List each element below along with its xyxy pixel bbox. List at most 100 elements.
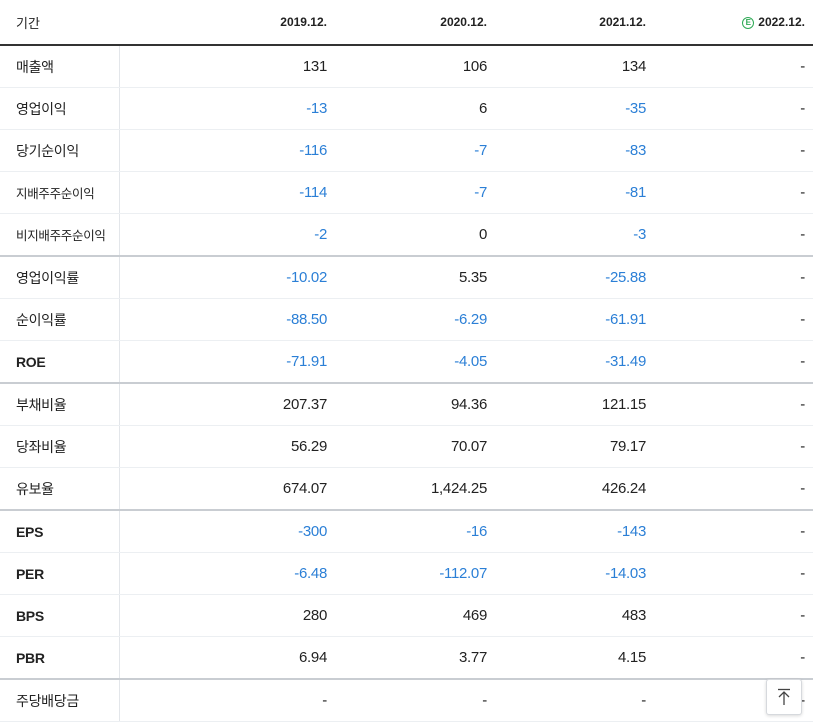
column-header-2021: 2021.12. bbox=[495, 0, 654, 46]
value-cell: - bbox=[654, 87, 813, 130]
value-cell: - bbox=[119, 678, 335, 722]
value-cell: - bbox=[654, 129, 813, 172]
table-row: 주당배당금 - - - - bbox=[0, 678, 813, 722]
value-cell: -13 bbox=[119, 87, 335, 130]
value-cell: -25.88 bbox=[495, 255, 654, 299]
value-cell: 6.94 bbox=[119, 636, 335, 680]
row-label: 부채비율 bbox=[0, 382, 120, 426]
value-cell: 0 bbox=[335, 213, 495, 257]
estimate-badge-icon: E bbox=[742, 17, 755, 29]
value-cell: - bbox=[654, 213, 813, 257]
row-label: 지배주주순이익 bbox=[0, 171, 120, 214]
value-cell: 134 bbox=[495, 45, 654, 88]
table-row: ROE -71.91 -4.05 -31.49- bbox=[0, 340, 813, 384]
row-label: BPS bbox=[0, 594, 120, 637]
row-label: 당좌비율 bbox=[0, 425, 120, 468]
value-cell: 70.07 bbox=[335, 425, 495, 468]
row-label: 비지배주주순이익 bbox=[0, 213, 120, 257]
value-cell: 674.07 bbox=[119, 467, 335, 511]
row-label: PER bbox=[0, 552, 120, 595]
value-cell: -116 bbox=[119, 129, 335, 172]
value-cell: - bbox=[495, 678, 654, 722]
table-body: 매출액 131 106 134- 영업이익 -13 6 -35- 당기순이익 -116 -7 -83-… bbox=[0, 45, 813, 722]
value-cell: -31.49 bbox=[495, 340, 654, 384]
table-row: 당좌비율 56.29 70.07 79.17- bbox=[0, 425, 813, 468]
table-row: BPS 280 469 483- bbox=[0, 594, 813, 637]
column-header-2020: 2020.12. bbox=[335, 0, 495, 46]
value-cell: - bbox=[654, 382, 813, 426]
value-cell: - bbox=[654, 509, 813, 553]
value-cell: 1,424.25 bbox=[335, 467, 495, 511]
row-label: EPS bbox=[0, 509, 120, 553]
value-cell: - bbox=[654, 552, 813, 595]
table-row: 비지배주주순이익 -2 0 -3- bbox=[0, 213, 813, 257]
value-cell: -112.07 bbox=[335, 552, 495, 595]
value-cell: -2 bbox=[119, 213, 335, 257]
value-cell: - bbox=[654, 255, 813, 299]
value-cell: -16 bbox=[335, 509, 495, 553]
value-cell: 131 bbox=[119, 45, 335, 88]
value-cell: 3.77 bbox=[335, 636, 495, 680]
value-cell: 94.36 bbox=[335, 382, 495, 426]
table-header-row: 기간 2019.12. 2020.12. 2021.12. E 2022.12. bbox=[0, 0, 813, 46]
value-cell: -3 bbox=[495, 213, 654, 257]
table-row: EPS -300 -16 -143- bbox=[0, 509, 813, 553]
period-header: 기간 bbox=[0, 0, 119, 46]
value-cell: -71.91 bbox=[119, 340, 335, 384]
value-cell: -10.02 bbox=[119, 255, 335, 299]
value-cell: 207.37 bbox=[119, 382, 335, 426]
value-cell: 5.35 bbox=[335, 255, 495, 299]
column-header-2022-label: 2022.12. bbox=[758, 15, 805, 29]
value-cell: - bbox=[654, 425, 813, 468]
row-label: 매출액 bbox=[0, 45, 120, 88]
row-label: 순이익률 bbox=[0, 298, 120, 341]
row-label: 영업이익 bbox=[0, 87, 120, 130]
value-cell: -143 bbox=[495, 509, 654, 553]
value-cell: 469 bbox=[335, 594, 495, 637]
value-cell: -7 bbox=[335, 129, 495, 172]
value-cell: - bbox=[654, 467, 813, 511]
value-cell: 280 bbox=[119, 594, 335, 637]
table-row: 영업이익률 -10.02 5.35 -25.88- bbox=[0, 255, 813, 299]
value-cell: - bbox=[654, 171, 813, 214]
value-cell: -14.03 bbox=[495, 552, 654, 595]
value-cell: -83 bbox=[495, 129, 654, 172]
value-cell: 4.15 bbox=[495, 636, 654, 680]
value-cell: -300 bbox=[119, 509, 335, 553]
value-cell: 6 bbox=[335, 87, 495, 130]
column-header-2019: 2019.12. bbox=[119, 0, 335, 46]
row-label: 영업이익률 bbox=[0, 255, 120, 299]
value-cell: -6.48 bbox=[119, 552, 335, 595]
value-cell: -88.50 bbox=[119, 298, 335, 341]
table-row: 당기순이익 -116 -7 -83- bbox=[0, 129, 813, 172]
table-row: 유보율 674.07 1,424.25 426.24- bbox=[0, 467, 813, 511]
table-row: PBR 6.94 3.77 4.15- bbox=[0, 636, 813, 680]
value-cell: 121.15 bbox=[495, 382, 654, 426]
value-cell: -6.29 bbox=[335, 298, 495, 341]
value-cell: - bbox=[654, 636, 813, 680]
table-row: 순이익률 -88.50 -6.29 -61.91- bbox=[0, 298, 813, 341]
table-row: 영업이익 -13 6 -35- bbox=[0, 87, 813, 130]
value-cell: -114 bbox=[119, 171, 335, 214]
value-cell: -35 bbox=[495, 87, 654, 130]
value-cell: - bbox=[335, 678, 495, 722]
row-label: 주당배당금 bbox=[0, 678, 120, 722]
scroll-to-top-button[interactable] bbox=[766, 679, 802, 715]
column-header-2022-estimate: E 2022.12. bbox=[654, 0, 813, 46]
row-label: PBR bbox=[0, 636, 120, 680]
value-cell: - bbox=[654, 340, 813, 384]
table-row: 매출액 131 106 134- bbox=[0, 45, 813, 88]
value-cell: 79.17 bbox=[495, 425, 654, 468]
value-cell: 106 bbox=[335, 45, 495, 88]
value-cell: -4.05 bbox=[335, 340, 495, 384]
row-label: 유보율 bbox=[0, 467, 120, 511]
value-cell: -81 bbox=[495, 171, 654, 214]
value-cell: - bbox=[654, 594, 813, 637]
value-cell: -61.91 bbox=[495, 298, 654, 341]
row-label: 당기순이익 bbox=[0, 129, 120, 172]
value-cell: - bbox=[654, 298, 813, 341]
value-cell: 56.29 bbox=[119, 425, 335, 468]
value-cell: -7 bbox=[335, 171, 495, 214]
value-cell: 426.24 bbox=[495, 467, 654, 511]
